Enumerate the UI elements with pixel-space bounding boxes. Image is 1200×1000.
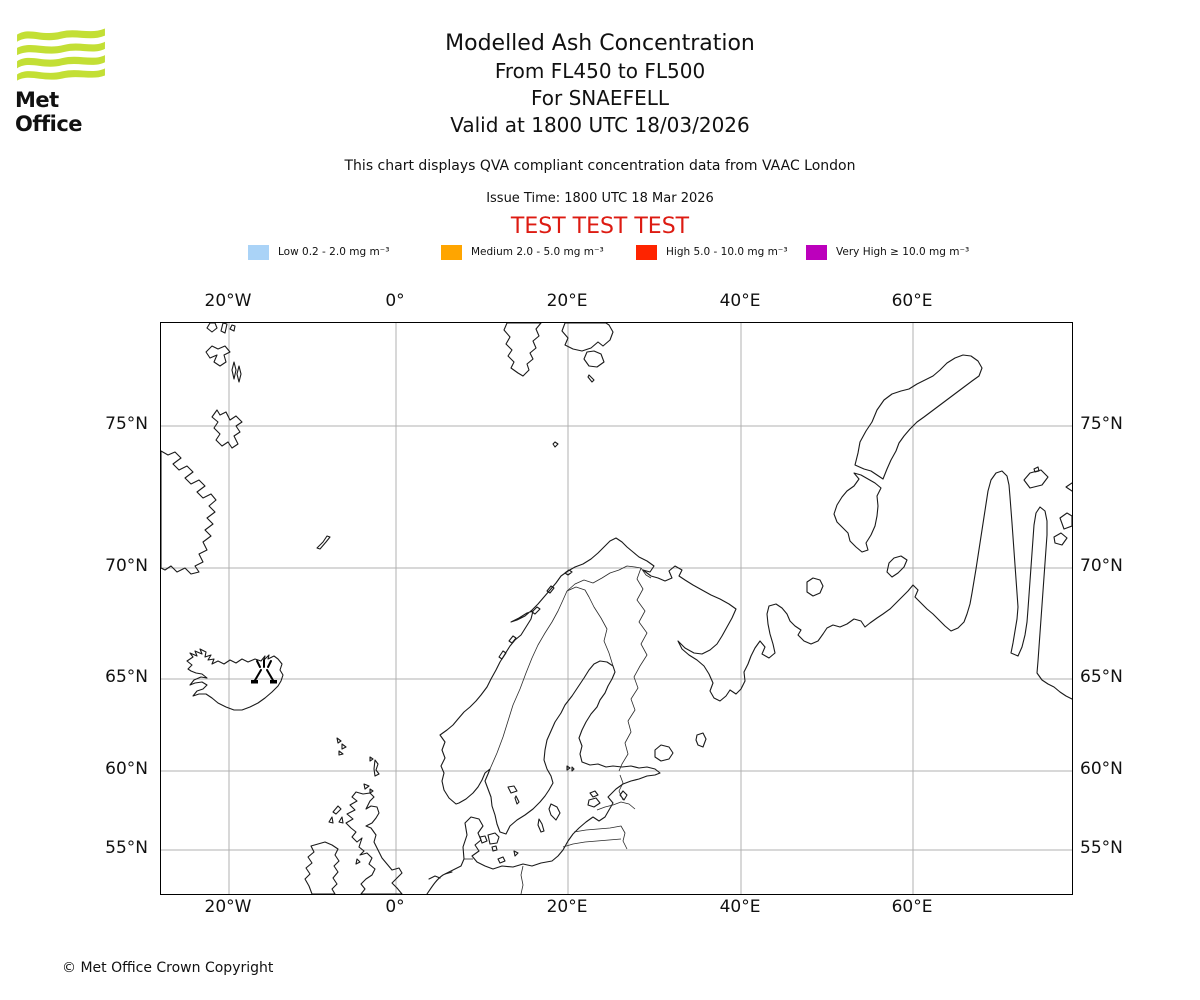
volcano-marker-snaefell xyxy=(251,659,277,684)
coastline-kolguyev xyxy=(806,577,824,597)
volcano-subtitle: For SNAEFELL xyxy=(530,86,669,110)
valid-time-subtitle: Valid at 1800 UTC 18/03/2026 xyxy=(450,113,750,137)
coastline-great-britain xyxy=(345,791,403,894)
y-tick-right-60n: 60°N xyxy=(1080,759,1123,779)
coastline-frisian-islands xyxy=(428,871,453,880)
legend-item-very-high: Very High ≥ 10.0 mg m⁻³ xyxy=(806,244,969,260)
coastline-jan-mayen xyxy=(316,535,331,550)
y-tick-left-55n: 55°N xyxy=(105,838,148,858)
coastline-scottish-islands xyxy=(328,756,380,865)
x-tick-bottom-60e: 60°E xyxy=(891,897,933,917)
y-tick-right-55n: 55°N xyxy=(1080,838,1123,858)
legend-label-very-high: Very High ≥ 10.0 mg m⁻³ xyxy=(836,246,970,258)
page-title: Modelled Ash Concentration xyxy=(445,31,755,56)
legend-label-medium: Medium 2.0 - 5.0 mg m⁻³ xyxy=(471,246,604,258)
x-tick-top-40e: 40°E xyxy=(719,291,761,311)
y-tick-left-70n: 70°N xyxy=(105,556,148,576)
qva-note: This chart displays QVA compliant concen… xyxy=(344,158,856,174)
coastline-map-svg xyxy=(161,323,1072,894)
lakes xyxy=(507,732,707,805)
coastline-norwegian-islands xyxy=(498,569,573,660)
y-tick-right-75n: 75°N xyxy=(1080,414,1123,434)
test-banner: TEST TEST TEST xyxy=(510,214,690,239)
coastline-kara-fragments xyxy=(1023,466,1072,546)
legend-label-high: High 5.0 - 10.0 mg m⁻³ xyxy=(666,246,788,258)
coastline-svalbard xyxy=(503,323,614,448)
flight-level-subtitle: From FL450 to FL500 xyxy=(494,59,706,83)
legend-item-low: Low 0.2 - 2.0 mg m⁻³ xyxy=(248,244,389,260)
met-office-logo: Met Office xyxy=(15,22,125,136)
legend-swatch-medium xyxy=(441,244,462,260)
coastline-ireland xyxy=(304,841,340,894)
legend-swatch-low xyxy=(248,244,269,260)
title-block: Modelled Ash Concentration From FL450 to… xyxy=(0,30,1200,139)
legend-swatch-very-high xyxy=(806,244,827,260)
legend-item-high: High 5.0 - 10.0 mg m⁻³ xyxy=(636,244,788,260)
issue-time: Issue Time: 1800 UTC 18 Mar 2026 xyxy=(486,191,714,206)
y-tick-left-75n: 75°N xyxy=(105,414,148,434)
country-borders xyxy=(464,565,652,894)
y-tick-left-60n: 60°N xyxy=(105,759,148,779)
coastline-iceland xyxy=(186,648,284,711)
coastline-faroe-islands xyxy=(336,737,347,756)
x-tick-bottom-40e: 40°E xyxy=(719,897,761,917)
coastline-vaygach xyxy=(886,555,908,578)
map-plot-area xyxy=(160,322,1073,895)
x-tick-top-20w: 20°W xyxy=(204,291,252,311)
coastline-baltic-islands xyxy=(479,765,601,864)
coastline-novaya-zemlya xyxy=(833,354,983,553)
y-tick-right-70n: 70°N xyxy=(1080,556,1123,576)
met-office-logo-text: Met Office xyxy=(15,88,83,136)
x-tick-top-0: 0° xyxy=(385,291,405,311)
legend-label-low: Low 0.2 - 2.0 mg m⁻³ xyxy=(278,246,390,258)
coastline-greenland-fragments xyxy=(161,323,243,575)
y-tick-left-65n: 65°N xyxy=(105,667,148,687)
x-tick-bottom-20w: 20°W xyxy=(204,897,252,917)
coastline-continental-eurasia xyxy=(426,470,1072,894)
legend-item-medium: Medium 2.0 - 5.0 mg m⁻³ xyxy=(441,244,604,260)
x-tick-bottom-20e: 20°E xyxy=(546,897,588,917)
x-tick-top-20e: 20°E xyxy=(546,291,588,311)
y-tick-right-65n: 65°N xyxy=(1080,667,1123,687)
x-tick-top-60e: 60°E xyxy=(891,291,933,311)
copyright-text: © Met Office Crown Copyright xyxy=(62,960,274,976)
x-tick-bottom-0: 0° xyxy=(385,897,405,917)
legend-swatch-high xyxy=(636,244,657,260)
met-office-waves-icon xyxy=(17,28,105,81)
